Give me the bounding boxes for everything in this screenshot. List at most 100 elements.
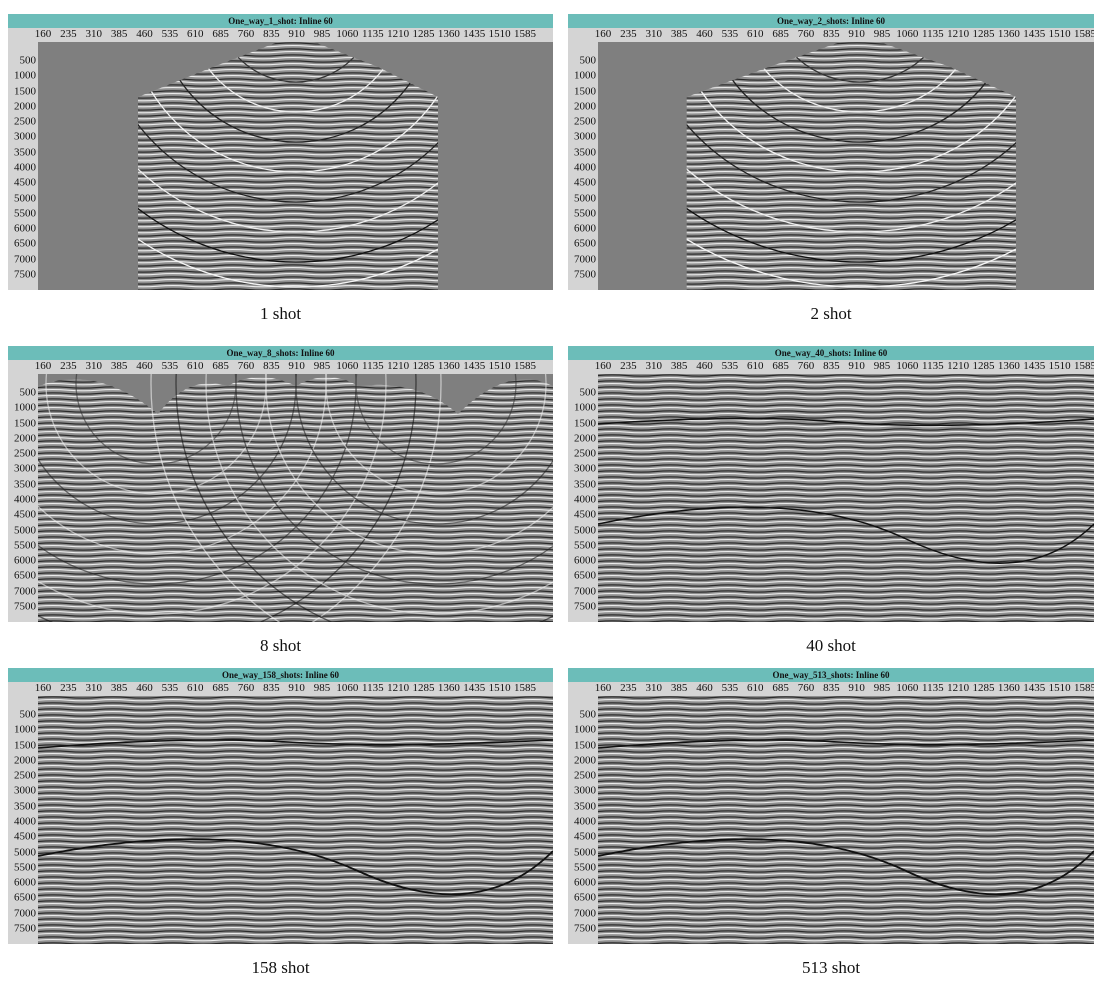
x-tick-label: 685	[212, 682, 229, 694]
x-tick-label: 310	[645, 360, 662, 372]
x-tick-label: 1060	[336, 360, 359, 372]
panel: One_way_158_shots: Inline 60 160 235 310 385…	[8, 668, 553, 944]
y-tick-label: 4000	[14, 161, 36, 174]
x-tick-label: 1060	[896, 682, 919, 694]
x-tick-label: 1285	[972, 360, 995, 372]
x-tick-label: 1510	[1048, 360, 1071, 372]
x-tick-label: 760	[237, 682, 255, 694]
y-tick-label: 5000	[574, 846, 596, 859]
y-tick-label: 4000	[14, 815, 36, 828]
x-axis: 160 235 310 385 460 535 610 685 760 835 910 985 1060…	[568, 360, 1094, 374]
y-tick-label: 1000	[14, 401, 36, 414]
y-tick-label: 2500	[574, 769, 596, 782]
y-tick-label: 6500	[574, 891, 596, 904]
x-tick-label: 235	[60, 360, 77, 372]
y-tick-label: 7000	[574, 907, 596, 920]
y-tick-label: 1500	[14, 85, 36, 98]
y-axis: 500 1000 1500 2000 2500 3000 3500 4000 4500 5000 5…	[8, 374, 38, 622]
x-tick-label: 1285	[412, 28, 435, 40]
x-tick-label: 235	[620, 682, 637, 694]
caption: 40 shot	[806, 636, 856, 655]
seismic-image	[38, 42, 553, 290]
x-tick-label: 1435	[463, 360, 486, 372]
x-tick-label: 1285	[972, 28, 995, 40]
x-tick-label: 1435	[463, 682, 486, 694]
y-tick-label: 1500	[574, 739, 596, 752]
panel-title: One_way_8_shots: Inline 60	[8, 346, 553, 360]
x-tick-label: 910	[288, 682, 305, 694]
x-axis: 160 235 310 385 460 535 610 685 760 835 910 985 1060…	[568, 28, 1094, 42]
y-tick-label: 4500	[574, 508, 596, 521]
x-tick-label: 1585	[1074, 682, 1094, 694]
x-tick-label: 685	[772, 682, 789, 694]
x-tick-label: 1060	[896, 360, 919, 372]
x-tick-label: 985	[873, 360, 891, 372]
y-tick-label: 5000	[14, 192, 36, 205]
x-tick-label: 1585	[1074, 360, 1094, 372]
x-tick-label: 1510	[1048, 28, 1071, 40]
y-tick-label: 2500	[574, 447, 596, 460]
y-tick-label: 500	[19, 54, 37, 67]
x-tick-label: 985	[313, 682, 331, 694]
x-tick-label: 160	[34, 360, 52, 372]
y-tick-label: 500	[579, 708, 597, 721]
x-tick-label: 985	[313, 28, 331, 40]
seismic-image	[598, 42, 1094, 290]
caption: 513 shot	[801, 958, 861, 977]
y-tick-label: 6000	[574, 554, 596, 567]
y-tick-label: 6000	[14, 222, 36, 235]
panel: One_way_40_shots: Inline 60 160 235 310 385 4…	[568, 346, 1094, 622]
panel-title: One_way_2_shots: Inline 60	[568, 14, 1094, 28]
x-tick-label: 610	[746, 360, 764, 372]
x-tick-label: 1510	[488, 28, 511, 40]
x-tick-label: 1060	[896, 28, 919, 40]
x-tick-label: 685	[212, 28, 229, 40]
y-tick-label: 3000	[574, 462, 596, 475]
y-tick-label: 2000	[574, 100, 596, 113]
y-tick-label: 4000	[574, 493, 596, 506]
y-tick-label: 4000	[574, 815, 596, 828]
x-tick-label: 835	[263, 682, 280, 694]
x-tick-label: 1210	[387, 682, 410, 694]
y-tick-label: 5500	[574, 539, 596, 552]
x-tick-label: 760	[797, 360, 815, 372]
y-tick-label: 2500	[14, 769, 36, 782]
y-tick-label: 4500	[14, 508, 36, 521]
x-tick-label: 460	[136, 360, 153, 372]
x-tick-label: 760	[237, 28, 255, 40]
y-tick-label: 6000	[14, 876, 36, 889]
x-tick-label: 1510	[1048, 682, 1071, 694]
x-tick-label: 910	[848, 682, 865, 694]
panel-title: One_way_1_shot: Inline 60	[8, 14, 553, 28]
x-tick-label: 610	[186, 28, 204, 40]
y-tick-label: 5500	[14, 861, 36, 874]
x-tick-label: 1060	[336, 682, 359, 694]
x-axis: 160 235 310 385 460 535 610 685 760 835 910 985 1060…	[8, 28, 553, 42]
x-tick-label: 1510	[488, 682, 511, 694]
panel: One_way_2_shots: Inline 60 160 235 310 385 46…	[568, 14, 1094, 290]
panel-title: One_way_158_shots: Inline 60	[8, 668, 553, 682]
y-tick-label: 3000	[574, 784, 596, 797]
seismic-image	[598, 696, 1094, 944]
x-tick-label: 1135	[921, 682, 944, 694]
y-axis: 500 1000 1500 2000 2500 3000 3500 4000 4500 5000 5…	[568, 42, 598, 290]
y-tick-label: 5000	[574, 192, 596, 205]
x-tick-label: 610	[186, 682, 204, 694]
y-tick-label: 3000	[14, 130, 36, 143]
y-tick-label: 1500	[574, 417, 596, 430]
x-tick-label: 385	[670, 682, 688, 694]
y-axis: 500 1000 1500 2000 2500 3000 3500 4000 4500 5000 5…	[568, 374, 598, 622]
panel: One_way_513_shots: Inline 60 160 235 310 385…	[568, 668, 1094, 944]
y-tick-label: 1000	[14, 69, 36, 82]
x-tick-label: 610	[746, 28, 764, 40]
y-tick-label: 2000	[14, 100, 36, 113]
x-tick-label: 235	[620, 360, 637, 372]
x-tick-label: 385	[110, 682, 128, 694]
x-tick-label: 910	[288, 360, 305, 372]
caption: 158 shot	[251, 958, 310, 977]
x-tick-label: 460	[136, 682, 153, 694]
y-tick-label: 4500	[574, 830, 596, 843]
y-tick-label: 1500	[574, 85, 596, 98]
panel: One_way_1_shot: Inline 60 160 235 310 385 460…	[8, 14, 553, 290]
y-tick-label: 6500	[14, 891, 36, 904]
